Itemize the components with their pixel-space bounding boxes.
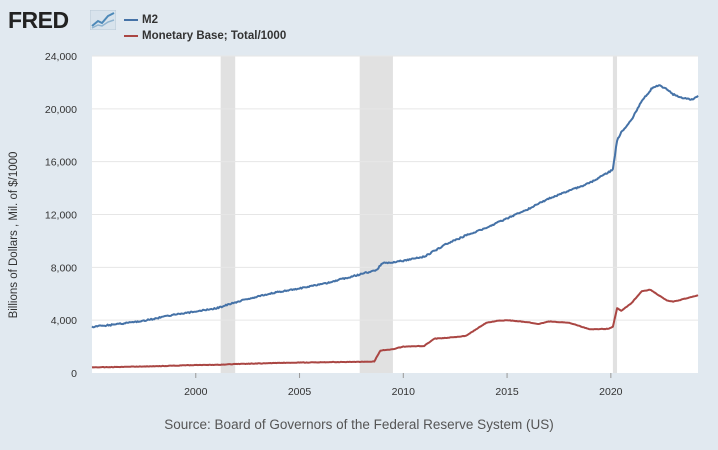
- y-axis-label: Billions of Dollars , Mil. of $/1000: [8, 151, 20, 319]
- y-axis-ticks: 0 4,000 8,000 12,000 16,000 20,000 24,000: [45, 51, 77, 380]
- legend-label-monetary-base: Monetary Base; Total/1000: [142, 30, 287, 42]
- x-tick-label: 2015: [495, 386, 519, 398]
- legend-swatch-m2: [124, 19, 138, 21]
- x-axis-ticks: 2000 2005 2010 2015 2020: [184, 373, 623, 398]
- fred-logo[interactable]: FRED: [8, 6, 118, 34]
- y-tick-label: 20,000: [45, 104, 77, 116]
- legend: M2 Monetary Base; Total/1000: [124, 12, 286, 44]
- series-line-monetary-base[interactable]: [91, 288, 699, 369]
- y-tick-label: 8,000: [51, 262, 77, 274]
- legend-item-m2[interactable]: M2: [124, 12, 286, 28]
- legend-item-monetary-base[interactable]: Monetary Base; Total/1000: [124, 28, 286, 44]
- y-tick-label: 0: [71, 368, 77, 380]
- source-note: Source: Board of Governors of the Federa…: [164, 417, 554, 432]
- x-tick-label: 2005: [288, 386, 312, 398]
- gridlines: [92, 55, 698, 321]
- legend-swatch-monetary-base: [124, 35, 138, 37]
- series-lines: [91, 84, 699, 369]
- x-tick-label: 2010: [392, 386, 416, 398]
- y-tick-label: 16,000: [45, 157, 77, 169]
- logo-graph-icon: [90, 10, 116, 30]
- y-tick-label: 12,000: [45, 210, 77, 222]
- x-tick-label: 2020: [599, 386, 623, 398]
- x-tick-label: 2000: [184, 386, 208, 398]
- fred-logo-text: FRED: [8, 7, 69, 33]
- y-tick-label: 4,000: [51, 315, 77, 327]
- legend-label-m2: M2: [142, 14, 158, 26]
- y-tick-label: 24,000: [45, 51, 77, 63]
- series-line-m2[interactable]: [91, 84, 699, 329]
